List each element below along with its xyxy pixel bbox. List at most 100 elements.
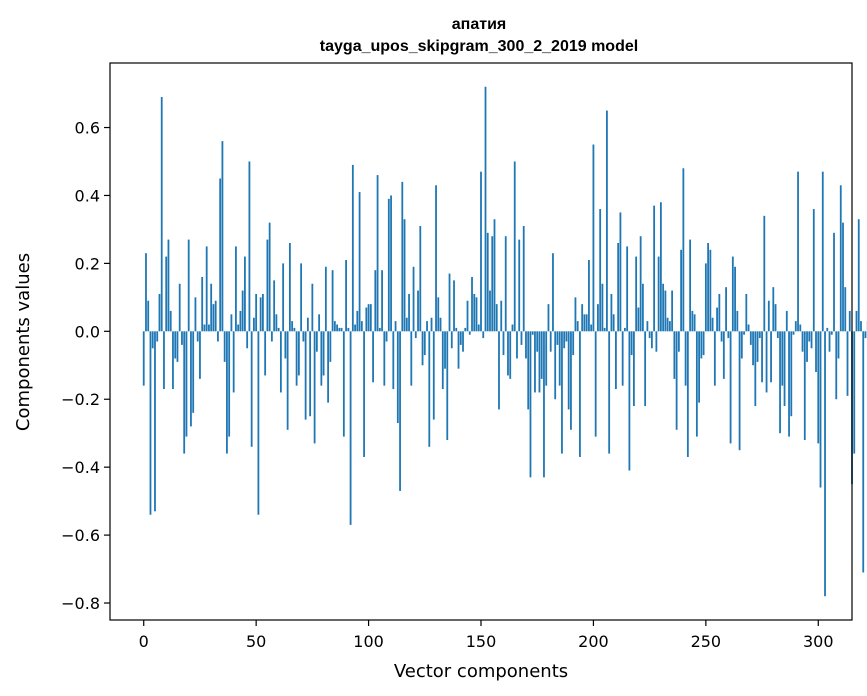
bar-49: [253, 317, 255, 332]
bar-45: [244, 256, 246, 332]
bar-99: [365, 307, 368, 332]
bar-209: [612, 314, 615, 332]
bar-107: [383, 331, 386, 386]
bar-133: [441, 331, 444, 390]
bar-37: [226, 331, 228, 454]
bar-51: [257, 331, 260, 515]
bar-233: [666, 317, 669, 332]
bar-303: [824, 331, 826, 597]
bar-204: [601, 283, 604, 332]
bar-259: [725, 287, 727, 332]
bar-15: [176, 331, 179, 362]
bar-193: [576, 321, 579, 332]
bar-302: [821, 171, 824, 332]
bar-275: [761, 331, 763, 383]
bar-247: [698, 331, 700, 403]
x-tick-label: 300: [803, 632, 834, 651]
bar-35: [221, 141, 224, 332]
y-tick-label: 0.0: [75, 322, 100, 341]
bar-216: [628, 331, 631, 471]
bar-316: [853, 331, 856, 454]
y-tick-label: 0.6: [75, 119, 100, 138]
bar-85: [333, 321, 336, 332]
bar-64: [286, 331, 289, 430]
bar-84: [331, 270, 334, 332]
bar-9: [163, 331, 165, 390]
bar-155: [491, 236, 494, 332]
bar-62: [282, 263, 285, 332]
bar-48: [250, 331, 253, 447]
bar-319: [860, 321, 862, 332]
bar-293: [801, 331, 804, 352]
bar-164: [511, 324, 514, 332]
bar-320: [862, 331, 865, 573]
bar-125: [423, 331, 426, 356]
bar-229: [657, 256, 660, 332]
bar-59: [275, 314, 278, 332]
bar-24: [196, 331, 199, 342]
bar-268: [745, 293, 748, 332]
bar-291: [797, 171, 799, 332]
bar-152: [484, 86, 487, 332]
bar-170: [525, 331, 527, 359]
bar-285: [783, 331, 786, 407]
bar-301: [819, 331, 822, 488]
bar-159: [500, 300, 503, 332]
bar-124: [421, 331, 424, 366]
bar-304: [826, 327, 829, 332]
bar-55: [266, 239, 269, 332]
bar-83: [329, 331, 332, 362]
bar-127: [428, 331, 431, 447]
bar-112: [394, 321, 397, 332]
bar-205: [603, 327, 606, 332]
bar-72: [304, 331, 307, 420]
bar-290: [794, 321, 797, 332]
y-axis-label: Components values: [13, 253, 34, 431]
bar-81: [324, 266, 327, 332]
bar-25: [199, 331, 201, 379]
bar-296: [808, 331, 811, 342]
bar-79: [320, 331, 323, 386]
bar-94: [354, 324, 356, 332]
bar-288: [790, 331, 793, 417]
bar-167: [518, 239, 521, 332]
bar-234: [668, 321, 671, 332]
bar-91: [347, 327, 350, 332]
bar-221: [639, 236, 642, 332]
bar-92: [349, 331, 352, 525]
bar-174: [534, 331, 536, 393]
bar-241: [684, 331, 687, 386]
bar-282: [776, 331, 779, 339]
bar-267: [743, 331, 745, 335]
bar-289: [792, 331, 795, 335]
x-tick-label: 200: [578, 632, 609, 651]
bar-254: [713, 331, 716, 386]
bar-242: [686, 331, 689, 457]
bar-271: [752, 331, 754, 366]
bar-71: [302, 331, 305, 342]
bar-197: [585, 314, 588, 332]
bar-105: [378, 327, 381, 332]
bar-153: [486, 232, 489, 332]
bar-123: [419, 226, 422, 332]
bar-116: [403, 219, 406, 332]
bar-13: [172, 331, 174, 390]
bar-147: [473, 293, 476, 332]
bar-317: [855, 310, 858, 332]
bar-88: [340, 327, 343, 332]
bar-53: [262, 293, 264, 332]
bar-82: [327, 331, 329, 403]
bar-201: [594, 331, 597, 437]
bar-207: [608, 331, 611, 454]
bar-321: [864, 331, 867, 339]
bar-132: [439, 317, 442, 332]
bar-219: [635, 256, 638, 332]
bar-270: [749, 331, 752, 345]
bar-274: [758, 331, 761, 339]
bar-113: [396, 331, 399, 424]
bar-39: [230, 314, 233, 332]
bar-156: [493, 219, 496, 332]
bar-44: [241, 290, 244, 332]
bar-176: [538, 331, 541, 393]
